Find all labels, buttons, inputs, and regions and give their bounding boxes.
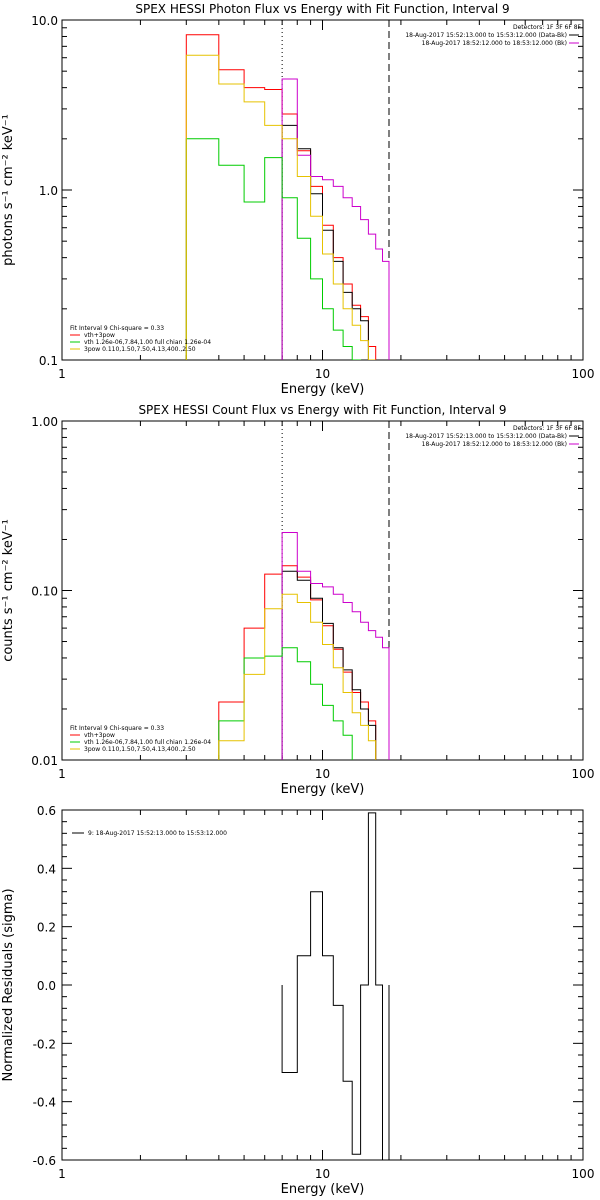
x-tick-label: 10	[315, 1167, 330, 1181]
plot-area	[185, 34, 390, 377]
legend-detectors: Detectors: 1F 3F 6F 8F	[513, 425, 582, 432]
legend-detectors: Detectors: 1F 3F 6F 8F	[513, 24, 582, 31]
x-tick-label: 1	[58, 1167, 66, 1181]
y-tick-label: 0.01	[31, 754, 58, 768]
x-tick-label: 100	[572, 767, 595, 781]
legend-entry: vth 1.26e-06,7.84,1.00 full chian 1.26e-…	[84, 339, 211, 346]
series-1	[281, 812, 390, 1160]
y-tick-label: -0.2	[33, 1037, 56, 1051]
legend-interval-bk: 18-Aug-2017 18:52:12.000 to 18:53:12.000…	[422, 441, 567, 448]
legend-fit: Fit Interval 9 Chi-square = 0.33vth+3pow…	[70, 325, 211, 353]
x-axis-label: Energy (keV)	[281, 1182, 365, 1197]
series-line	[281, 124, 376, 360]
series-line	[281, 532, 390, 760]
series-5	[218, 593, 377, 760]
series-line	[281, 78, 390, 360]
series-line	[185, 138, 369, 360]
y-tick-label: 10.0	[31, 14, 58, 28]
series-5	[185, 54, 376, 360]
x-axis-label: Energy (keV)	[281, 782, 365, 797]
series-line	[185, 54, 376, 360]
data-bin	[383, 376, 389, 377]
legend-interval-bk: 18-Aug-2017 18:52:12.000 to 18:53:12.000…	[422, 40, 567, 47]
series-2	[281, 124, 376, 360]
legend-fit: Fit Interval 9 Chi-square = 0.33vth+3pow…	[70, 725, 211, 753]
y-axis-label: Normalized Residuals (sigma)	[1, 888, 16, 1081]
series-line	[281, 570, 377, 760]
chart-title: SPEX HESSI Photon Flux vs Energy with Fi…	[135, 2, 509, 16]
series-2	[281, 570, 377, 760]
series-1	[185, 34, 390, 377]
legend-entry: vth 1.26e-06,7.84,1.00 full chian 1.26e-…	[84, 739, 211, 746]
axes-frame	[61, 420, 584, 761]
y-tick-label: 0.1	[39, 354, 58, 368]
y-tick-label: 0.4	[37, 862, 56, 876]
axes-frame	[61, 809, 584, 1161]
series-4	[185, 138, 369, 368]
y-tick-label: 0.10	[31, 585, 58, 599]
legend-residual: 9: 18-Aug-2017 15:52:13.000 to 15:53:12.…	[72, 830, 227, 837]
series-line	[218, 593, 377, 760]
plot-area	[218, 532, 390, 760]
x-tick-label: 10	[315, 367, 330, 381]
y-tick-label: 0.0	[37, 979, 56, 993]
series-line	[281, 812, 390, 1160]
y-tick-label: 1.0	[39, 184, 58, 198]
y-tick-label: 0.6	[37, 804, 56, 818]
y-tick-label: 1.00	[31, 415, 58, 429]
legend-entry: vth+3pow	[84, 732, 115, 739]
series-3	[281, 532, 390, 760]
series-3	[281, 78, 390, 360]
chart-title: SPEX HESSI Count Flux vs Energy with Fit…	[138, 403, 506, 417]
legend-entry: 3pow 0.110,1.50,7.50,4.13,400.,2.50	[84, 746, 196, 753]
legend-interval-data: 18-Aug-2017 15:52:13.000 to 15:53:12.000…	[405, 32, 567, 39]
legend-fit-title: Fit Interval 9 Chi-square = 0.33	[70, 725, 164, 732]
data-bin	[361, 367, 369, 368]
legend-entry: vth+3pow	[84, 332, 115, 339]
data-bin	[376, 367, 383, 368]
panel-3: 1 10 100 -0.6 -0.4 -0.2 0.0 0.2 0.4 0.6 Energy (ke…	[1, 804, 594, 1197]
x-tick-label: 100	[572, 367, 595, 381]
series-line	[218, 647, 353, 760]
y-axis-label: photons s⁻¹ cm⁻² keV⁻¹	[1, 114, 16, 266]
y-axis-label: counts s⁻¹ cm⁻² keV⁻¹	[1, 519, 16, 662]
x-axis-label: Energy (keV)	[281, 382, 365, 397]
legend-entry: 3pow 0.110,1.50,7.50,4.13,400.,2.50	[84, 346, 196, 353]
x-tick-label: 100	[572, 1167, 595, 1181]
x-tick-label: 10	[315, 767, 330, 781]
legend-interval-data: 18-Aug-2017 15:52:13.000 to 15:53:12.000…	[405, 433, 567, 440]
plot-area	[281, 812, 390, 1160]
legend-entry: 9: 18-Aug-2017 15:52:13.000 to 15:53:12.…	[88, 830, 227, 837]
panel-1: 1 10 100 0.1 1.0 10.0 Energy (keV) photons s⁻¹ …	[1, 2, 594, 397]
y-tick-label: 0.2	[37, 921, 56, 935]
y-tick-label: -0.6	[33, 1154, 56, 1168]
series-4	[218, 647, 353, 760]
x-tick-label: 1	[58, 367, 66, 381]
x-tick-label: 1	[58, 767, 66, 781]
legend-fit-title: Fit Interval 9 Chi-square = 0.33	[70, 325, 164, 332]
series-line	[185, 34, 390, 360]
panel-2: 1 10 100 0.01 0.10 1.00 Energy (keV) counts s⁻¹…	[1, 403, 594, 797]
y-tick-label: -0.4	[33, 1096, 56, 1110]
